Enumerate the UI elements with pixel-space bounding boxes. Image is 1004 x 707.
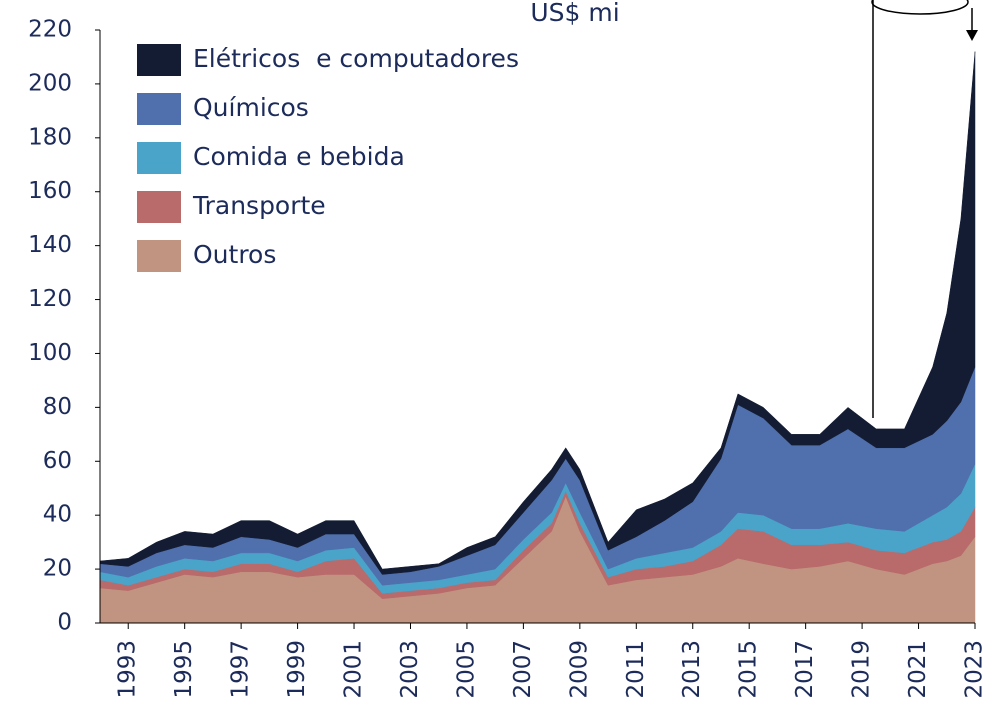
x-tick-label: 1993 <box>115 640 141 699</box>
legend-swatch <box>137 240 181 272</box>
legend-label: Comida e bebida <box>193 142 405 171</box>
area <box>99 51 976 575</box>
x-tick-label: 1997 <box>228 640 254 699</box>
legend-label: Elétricos e computadores <box>193 44 519 73</box>
x-tick-label: 2019 <box>849 640 875 699</box>
x-tick-label: 2011 <box>623 640 649 699</box>
legend-swatch <box>137 93 181 125</box>
arrow-head <box>966 30 978 41</box>
areas <box>99 51 976 624</box>
x-tick-label: 2009 <box>566 640 592 699</box>
y-tick-label: 120 <box>28 286 72 312</box>
y-tick-label: 100 <box>28 340 72 366</box>
x-tick-label: 2013 <box>679 640 705 699</box>
legend-swatch <box>137 191 181 223</box>
y-tick-label: 160 <box>28 178 72 204</box>
legend-swatch <box>137 44 181 76</box>
y-tick-label: 20 <box>43 556 72 582</box>
x-tick-label: 1999 <box>284 640 310 699</box>
x-tick-label: 2021 <box>905 640 931 699</box>
y-tick-label: 40 <box>43 502 72 528</box>
x-tick-label: 2005 <box>453 640 479 699</box>
callout-ellipse <box>871 0 969 15</box>
legend-label: Outros <box>193 240 276 269</box>
y-tick-label: 140 <box>28 232 72 258</box>
legend-swatch <box>137 142 181 174</box>
y-tick-label: 180 <box>28 124 72 150</box>
x-tick-label: 1995 <box>171 640 197 699</box>
y-tick-label: 80 <box>43 394 72 420</box>
y-tick-label: 60 <box>43 448 72 474</box>
y-tick-label: 200 <box>28 70 72 96</box>
x-tick-label: 2007 <box>510 640 536 699</box>
x-tick-label: 2015 <box>736 640 762 699</box>
x-tick-label: 2001 <box>341 640 367 699</box>
x-tick-label: 2017 <box>792 640 818 699</box>
legend-label: Químicos <box>193 93 309 122</box>
y-tick-label: 220 <box>28 17 72 43</box>
x-tick-label: 2003 <box>397 640 423 699</box>
unit-annotation: US$ mi <box>530 0 619 27</box>
y-tick-label: 0 <box>57 610 72 636</box>
x-tick-label: 2023 <box>962 640 988 699</box>
legend-label: Transporte <box>192 191 326 220</box>
